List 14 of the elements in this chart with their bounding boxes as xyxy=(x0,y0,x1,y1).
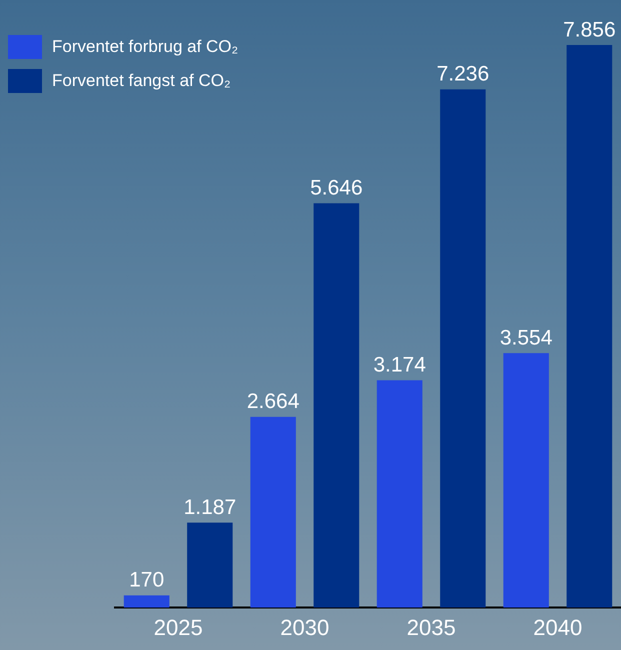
x-tick-label: 2035 xyxy=(406,614,456,640)
data-label: 3.174 xyxy=(373,354,426,377)
x-tick-label: 2025 xyxy=(154,614,203,640)
data-label: 1.187 xyxy=(184,496,236,519)
legend-label: Forventet forbrug af CO₂ xyxy=(52,37,238,57)
data-label: 7.236 xyxy=(436,62,490,86)
data-label: 3.554 xyxy=(500,326,553,350)
data-label: 2.664 xyxy=(246,390,300,414)
data-label: 5.646 xyxy=(310,176,363,200)
legend-label: Forventet fangst af CO₂ xyxy=(52,71,231,91)
data-label: 7.856 xyxy=(563,18,616,42)
data-label: 170 xyxy=(129,568,164,592)
x-tick-label: 2040 xyxy=(533,614,582,640)
x-tick-label: 2030 xyxy=(280,614,330,640)
